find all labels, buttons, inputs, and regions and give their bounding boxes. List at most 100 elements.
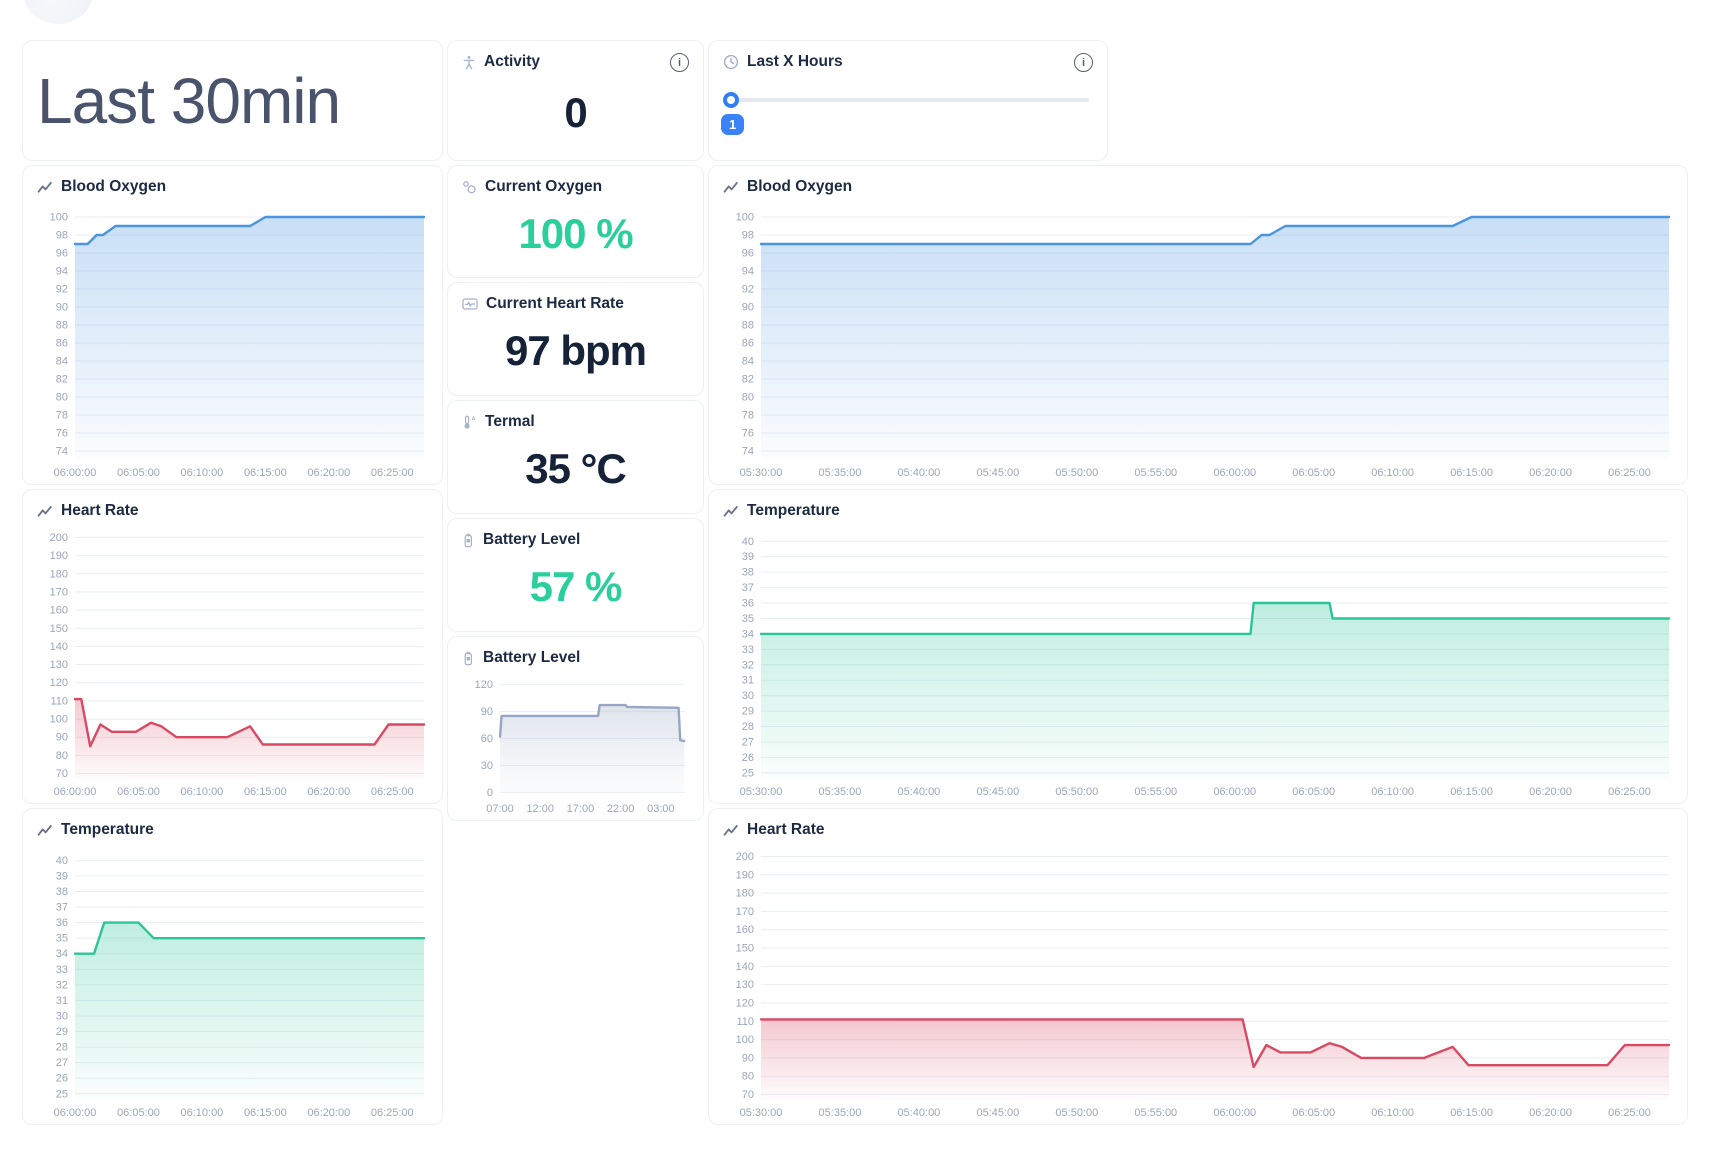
svg-text:27: 27 [56, 1057, 68, 1069]
svg-text:03:00: 03:00 [647, 803, 675, 815]
svg-text:06:15:00: 06:15:00 [244, 467, 287, 479]
svg-text:0: 0 [487, 787, 493, 799]
svg-text:06:00:00: 06:00:00 [1213, 1107, 1256, 1119]
svg-text:05:35:00: 05:35:00 [819, 786, 862, 798]
svg-text:200: 200 [50, 532, 68, 544]
hours-slider-track[interactable]: 1 [721, 92, 1089, 135]
svg-text:06:25:00: 06:25:00 [1608, 1107, 1651, 1119]
svg-text:33: 33 [742, 644, 754, 656]
svg-text:05:30:00: 05:30:00 [740, 1107, 783, 1119]
svg-text:26: 26 [56, 1073, 68, 1085]
stat-title-row: Current Oxygen [448, 166, 703, 196]
info-icon[interactable]: i [1074, 53, 1093, 72]
svg-text:36: 36 [742, 598, 754, 610]
svg-text:76: 76 [56, 428, 68, 440]
svg-text:06:05:00: 06:05:00 [117, 467, 160, 479]
svg-text:30: 30 [56, 1010, 68, 1022]
svg-text:160: 160 [736, 924, 754, 936]
svg-text:30: 30 [742, 690, 754, 702]
svg-text:39: 39 [56, 870, 68, 882]
stat-title: Battery Level [483, 531, 581, 548]
current-heart-rate-card: Current Heart Rate 97 bpm [447, 282, 704, 396]
trend-line-icon [37, 180, 53, 194]
svg-text:06:25:00: 06:25:00 [371, 467, 414, 479]
svg-text:37: 37 [56, 902, 68, 914]
svg-text:100: 100 [50, 212, 68, 224]
svg-text:06:05:00: 06:05:00 [117, 1107, 160, 1119]
current-oxygen-value: 100 % [518, 209, 633, 257]
svg-text:100: 100 [736, 1034, 754, 1046]
chart-title-row: Temperature [709, 490, 1687, 520]
svg-text:06:10:00: 06:10:00 [1371, 467, 1414, 479]
slider-value-badge: 1 [721, 114, 745, 135]
termal-value: 35 °C [525, 445, 627, 492]
svg-text:05:50:00: 05:50:00 [1055, 786, 1098, 798]
battery-icon [462, 533, 475, 548]
clock-icon [723, 54, 739, 70]
svg-text:06:25:00: 06:25:00 [371, 1107, 414, 1119]
svg-text:32: 32 [742, 659, 754, 671]
svg-text:80: 80 [56, 750, 68, 762]
info-icon[interactable]: i [670, 53, 689, 72]
trend-line-icon [723, 823, 739, 837]
svg-text:150: 150 [736, 943, 754, 955]
svg-text:06:00:00: 06:00:00 [54, 786, 97, 798]
svg-text:31: 31 [742, 675, 754, 687]
battery-icon [462, 651, 475, 666]
stat-title: Termal [485, 413, 535, 430]
svg-text:37: 37 [742, 582, 754, 594]
chart-title: Blood Oxygen [747, 178, 853, 195]
stat-title-row: Activity [448, 41, 703, 71]
svg-text:96: 96 [56, 248, 68, 260]
svg-text:80: 80 [56, 392, 68, 404]
svg-text:86: 86 [56, 338, 68, 350]
svg-text:140: 140 [50, 641, 68, 653]
chart-title: Blood Oxygen [61, 178, 167, 195]
svg-text:17:00: 17:00 [567, 803, 595, 815]
svg-text:180: 180 [736, 888, 754, 900]
chart-title: Temperature [61, 821, 154, 838]
battery-chart-card: Battery Level 120 90 60 30 0 07:00 12:00 17:00 2… [447, 636, 704, 821]
svg-text:07:00: 07:00 [486, 803, 514, 815]
blood-oxygen-chart-left: 100 98 96 94 92 90 88 86 84 82 80 78 76 74 06:00:00 06:… [31, 202, 434, 480]
svg-text:29: 29 [56, 1026, 68, 1038]
left-column: Last 30min Blood Oxygen 100 98 96 94 92 90 88 8… [22, 40, 443, 1125]
svg-text:06:05:00: 06:05:00 [117, 786, 160, 798]
hours-slider-handle[interactable] [723, 92, 739, 108]
trend-line-icon [723, 180, 739, 194]
decorative-circle [24, 0, 92, 24]
time-range-title-card: Last 30min [22, 40, 443, 161]
trend-line-icon [723, 504, 739, 518]
heart-rate-chart-card-right: Heart Rate 200 190 180 170 160 150 140 130 120 11… [708, 808, 1688, 1125]
svg-text:70: 70 [742, 1089, 754, 1101]
svg-text:05:45:00: 05:45:00 [976, 1107, 1019, 1119]
svg-text:39: 39 [742, 551, 754, 563]
svg-text:100: 100 [736, 212, 754, 224]
heart-rate-chart-card-left: Heart Rate 200 190 180 170 160 150 140 130 120 11… [22, 489, 443, 804]
stat-title: Current Heart Rate [486, 295, 624, 312]
svg-text:88: 88 [56, 320, 68, 332]
svg-text:05:55:00: 05:55:00 [1134, 1107, 1177, 1119]
temperature-chart-card-right: Temperature 40 39 38 37 36 35 34 33 32 31 30 29 28 27… [708, 489, 1688, 804]
svg-text:06:15:00: 06:15:00 [1450, 1107, 1493, 1119]
chart-title-row: Blood Oxygen [709, 166, 1687, 196]
svg-text:06:00:00: 06:00:00 [1213, 467, 1256, 479]
svg-text:06:15:00: 06:15:00 [1450, 467, 1493, 479]
activity-value: 0 [564, 88, 587, 136]
svg-text:120: 120 [475, 679, 493, 691]
chart-title-row: Battery Level [448, 637, 703, 667]
svg-text:06:20:00: 06:20:00 [1529, 467, 1572, 479]
svg-text:84: 84 [56, 356, 68, 368]
svg-text:170: 170 [736, 906, 754, 918]
svg-text:38: 38 [742, 567, 754, 579]
chart-title: Heart Rate [747, 821, 825, 838]
svg-text:06:15:00: 06:15:00 [244, 1107, 287, 1119]
svg-text:190: 190 [50, 550, 68, 562]
svg-text:120: 120 [50, 677, 68, 689]
svg-text:12:00: 12:00 [526, 803, 554, 815]
svg-text:100: 100 [50, 714, 68, 726]
svg-text:05:40:00: 05:40:00 [897, 1107, 940, 1119]
stat-title: Activity [484, 53, 540, 70]
svg-text:A: A [472, 416, 476, 422]
svg-text:29: 29 [742, 706, 754, 718]
